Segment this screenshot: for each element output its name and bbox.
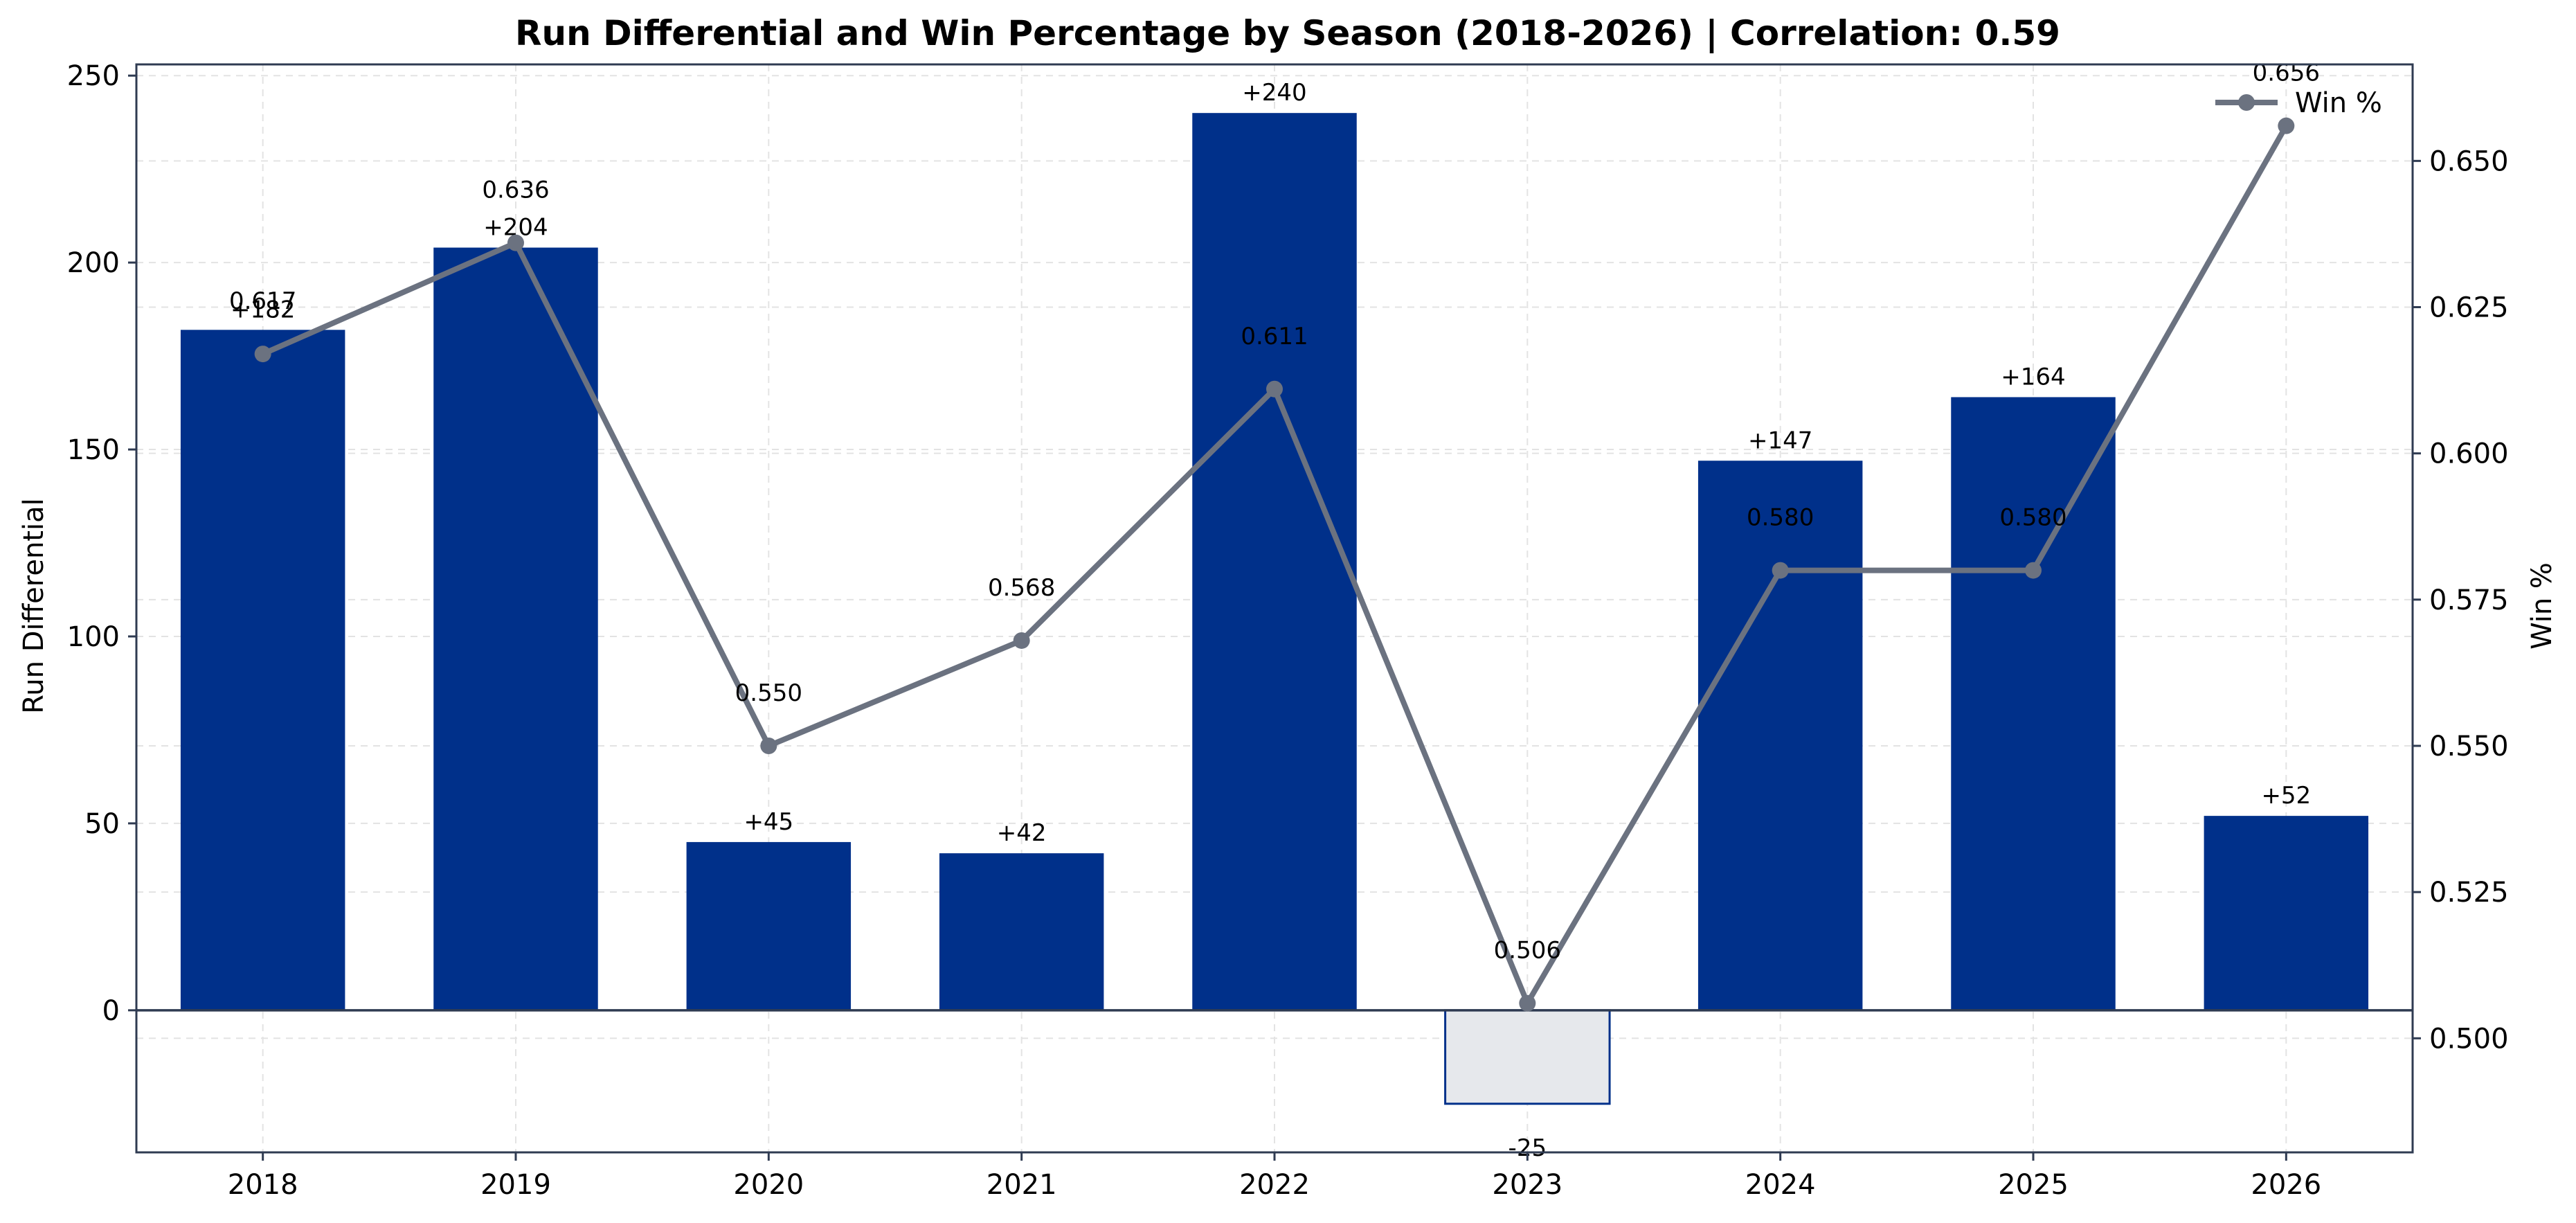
bar-2021: [939, 853, 1104, 1010]
win-pct-label-2021: 0.568: [988, 574, 1055, 602]
y-left-tick-label: 200: [67, 247, 120, 279]
x-tick-label-2025: 2025: [1998, 1169, 2069, 1201]
bar-2019: [433, 247, 598, 1010]
bar-label-2026: +52: [2261, 782, 2311, 810]
x-tick-label-2020: 2020: [733, 1169, 804, 1201]
win-pct-label-2024: 0.580: [1747, 504, 1814, 532]
bar-label-2020: +45: [744, 808, 793, 836]
win-pct-point-2022: [1266, 380, 1283, 398]
y-right-tick-label: 0.525: [2429, 877, 2509, 909]
y-left-tick-label: 0: [102, 995, 120, 1027]
x-tick-label-2021: 2021: [987, 1169, 1057, 1201]
win-pct-label-2022: 0.611: [1241, 323, 1308, 350]
y-right-tick-label: 0.650: [2429, 145, 2509, 177]
legend-label: Win %: [2295, 87, 2382, 119]
y-right-tick-label: 0.575: [2429, 584, 2509, 616]
x-tick-label-2024: 2024: [1745, 1169, 1816, 1201]
x-tick-label-2026: 2026: [2251, 1169, 2321, 1201]
win-pct-point-2023: [1519, 994, 1536, 1012]
win-pct-label-2023: 0.506: [1494, 937, 1561, 965]
bar-2022: [1192, 113, 1357, 1010]
y-left-tick-label: 50: [84, 808, 120, 840]
y-right-tick-label: 0.600: [2429, 438, 2509, 470]
win-pct-label-2025: 0.580: [1999, 504, 2066, 532]
y-left-tick-label: 100: [67, 621, 120, 653]
y-right-tick-label: 0.500: [2429, 1023, 2509, 1055]
bar-label-2025: +164: [2001, 363, 2065, 391]
win-pct-point-2020: [760, 737, 777, 754]
win-pct-point-2021: [1013, 632, 1030, 649]
bar-label-2018: +182: [231, 296, 295, 323]
bar-2026: [2204, 816, 2369, 1010]
bar-2020: [686, 841, 852, 1010]
y-axis-left-label: Run Differential: [18, 498, 50, 713]
win-pct-label-2019: 0.636: [482, 177, 549, 204]
win-pct-point-2019: [507, 234, 524, 251]
y-left-tick-label: 250: [67, 60, 120, 92]
win-pct-point-2018: [254, 346, 271, 363]
bar-2024: [1697, 461, 1863, 1010]
y-left-tick-label: 150: [67, 434, 120, 466]
y-axis-right-label: Win %: [2526, 562, 2558, 650]
win-pct-point-2026: [2278, 117, 2295, 134]
bar-2023: [1444, 1009, 1611, 1105]
x-tick-label-2019: 2019: [480, 1169, 551, 1201]
bar-2018: [180, 330, 345, 1010]
win-pct-label-2020: 0.550: [735, 679, 802, 707]
bar-2025: [1951, 397, 2116, 1010]
win-pct-point-2025: [2025, 562, 2042, 579]
bar-label-2021: +42: [997, 819, 1047, 847]
chart-title: Run Differential and Win Percentage by S…: [515, 13, 2060, 53]
bar-label-2024: +147: [1748, 427, 1812, 454]
bar-label-2022: +240: [1242, 79, 1306, 107]
win-pct-point-2024: [1772, 562, 1789, 579]
win-pct-label-2018: 0.617: [229, 287, 296, 315]
y-right-tick-label: 0.550: [2429, 731, 2509, 762]
legend-marker: [2238, 94, 2255, 111]
x-tick-label-2023: 2023: [1492, 1169, 1562, 1201]
x-tick-label-2022: 2022: [1239, 1169, 1310, 1201]
y-right-tick-label: 0.625: [2429, 292, 2509, 324]
x-tick-label-2018: 2018: [228, 1169, 298, 1201]
